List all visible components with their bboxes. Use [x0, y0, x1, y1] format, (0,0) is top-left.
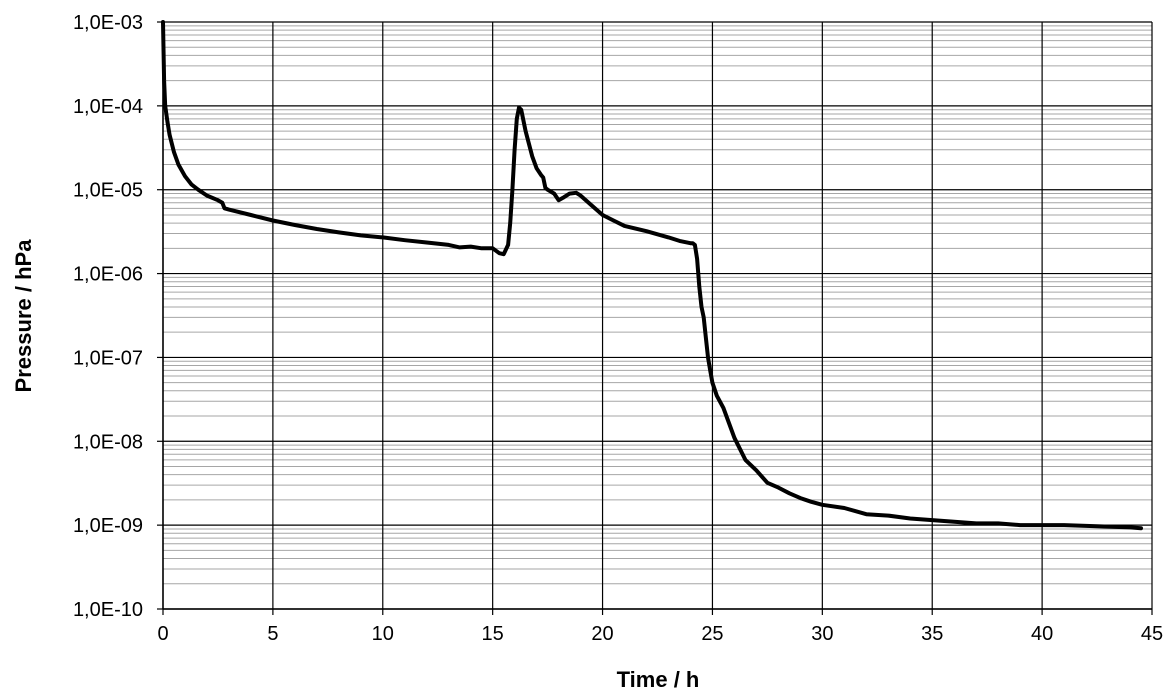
series-line	[161, 20, 1143, 531]
x-tick-label: 15	[482, 623, 504, 645]
y-tick-label: 1,0E-05	[73, 180, 143, 202]
x-axis-ticks: 0 5 10 15 20 25 30 35 40 45	[157, 609, 1163, 645]
x-tick-label: 45	[1141, 623, 1163, 645]
x-tick-label: 0	[157, 623, 168, 645]
y-tick-label: 1,0E-10	[73, 599, 143, 621]
x-tick-label: 35	[921, 623, 943, 645]
series-layer	[161, 20, 1143, 531]
y-tick-label: 1,0E-06	[73, 264, 143, 286]
plot-area	[162, 22, 1152, 610]
x-tick-label: 10	[372, 623, 394, 645]
y-tick-label: 1,0E-03	[73, 12, 143, 34]
x-tick-label: 20	[591, 623, 613, 645]
x-axis-title: Time / h	[617, 667, 700, 692]
y-tick-label: 1,0E-08	[73, 431, 143, 453]
y-tick-label: 1,0E-07	[73, 347, 143, 369]
minor-gridlines	[163, 25, 1152, 585]
y-tick-label: 1,0E-04	[73, 96, 143, 118]
y-axis-title: Pressure / hPa	[11, 239, 36, 393]
y-axis-ticks: 1,0E-10 1,0E-09 1,0E-08 1,0E-07 1,0E-06 1,0E-…	[73, 12, 163, 621]
x-tick-label: 40	[1031, 623, 1053, 645]
x-tick-label: 5	[267, 623, 278, 645]
x-tick-label: 25	[701, 623, 723, 645]
x-tick-label: 30	[811, 623, 833, 645]
y-tick-label: 1,0E-09	[73, 515, 143, 537]
